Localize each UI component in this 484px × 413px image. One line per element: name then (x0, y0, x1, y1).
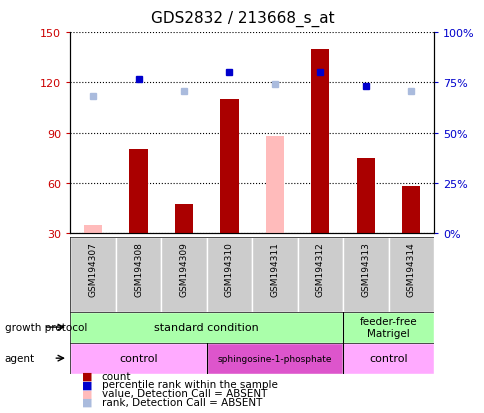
Bar (401, 187, 420, 233)
Text: GSM194313: GSM194313 (361, 241, 370, 296)
Text: ■: ■ (82, 380, 93, 389)
Bar (70, 312, 342, 343)
Bar (265, 137, 284, 233)
Text: ■: ■ (82, 371, 93, 381)
Text: ■: ■ (82, 397, 93, 407)
Text: GSM194314: GSM194314 (406, 241, 415, 296)
Text: GSM194312: GSM194312 (315, 241, 324, 296)
Text: ■: ■ (82, 388, 93, 398)
Text: GDS2832 / 213668_s_at: GDS2832 / 213668_s_at (151, 10, 333, 26)
Text: GSM194308: GSM194308 (134, 241, 143, 296)
Bar (388, 237, 433, 312)
Bar (356, 158, 374, 233)
Text: feeder-free
Matrigel: feeder-free Matrigel (359, 316, 417, 338)
Bar (129, 150, 147, 233)
Bar (84, 225, 102, 233)
Text: GSM194309: GSM194309 (179, 241, 188, 296)
Text: growth protocol: growth protocol (5, 322, 87, 332)
Text: GSM194311: GSM194311 (270, 241, 279, 296)
Text: control: control (119, 353, 157, 363)
Bar (342, 237, 388, 312)
Text: standard condition: standard condition (154, 322, 258, 332)
Bar (70, 343, 206, 374)
Bar (220, 100, 238, 233)
Bar (342, 312, 433, 343)
Bar (175, 205, 193, 233)
Text: GSM194310: GSM194310 (225, 241, 233, 296)
Text: percentile rank within the sample: percentile rank within the sample (102, 380, 277, 389)
Bar (206, 343, 342, 374)
Bar (161, 237, 206, 312)
Text: GSM194307: GSM194307 (89, 241, 97, 296)
Bar (116, 237, 161, 312)
Text: control: control (368, 353, 407, 363)
Text: count: count (102, 371, 131, 381)
Bar (70, 237, 116, 312)
Bar (206, 237, 252, 312)
Bar (297, 237, 342, 312)
Text: value, Detection Call = ABSENT: value, Detection Call = ABSENT (102, 388, 267, 398)
Bar (252, 237, 297, 312)
Bar (342, 343, 433, 374)
Text: rank, Detection Call = ABSENT: rank, Detection Call = ABSENT (102, 397, 262, 407)
Text: sphingosine-1-phosphate: sphingosine-1-phosphate (217, 354, 332, 363)
Text: agent: agent (5, 353, 35, 363)
Bar (311, 50, 329, 233)
